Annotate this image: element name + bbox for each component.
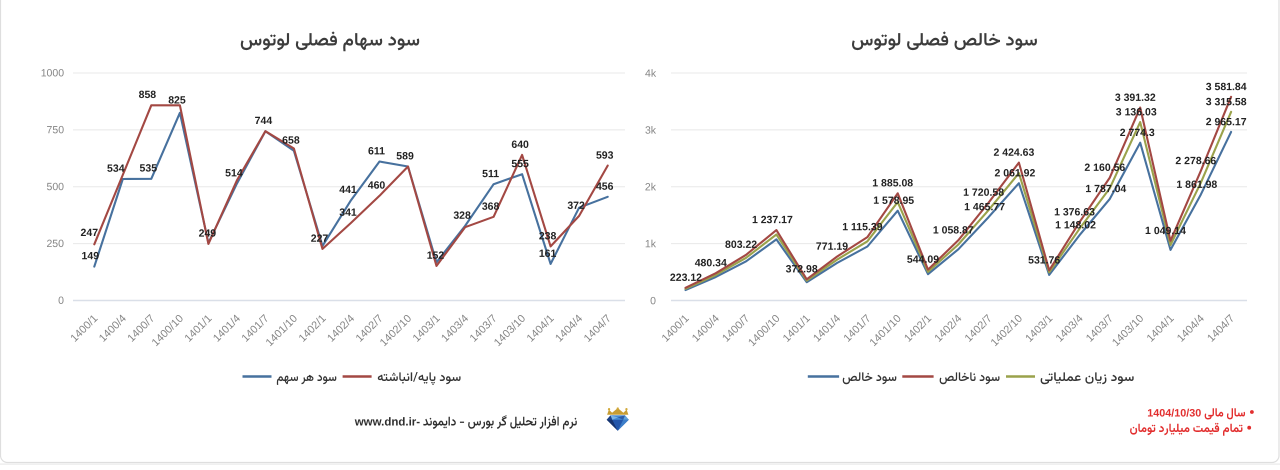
- svg-text:531.76: 531.76: [1028, 255, 1060, 267]
- svg-text:1404/10/30: 1404/10/30: [1147, 407, 1201, 419]
- svg-text:1 237.17: 1 237.17: [752, 214, 793, 226]
- svg-text:3 391.32: 3 391.32: [1115, 92, 1156, 104]
- svg-text:238: 238: [539, 230, 557, 242]
- svg-text:480.34: 480.34: [695, 257, 727, 269]
- svg-text:372.98: 372.98: [786, 263, 818, 275]
- svg-text:3 315.58: 3 315.58: [1206, 96, 1247, 108]
- svg-text:771.19: 771.19: [816, 241, 848, 253]
- svg-text:2 965.17: 2 965.17: [1206, 116, 1247, 128]
- svg-text:1000: 1000: [41, 67, 65, 79]
- svg-text:589: 589: [396, 150, 414, 162]
- svg-text:750: 750: [47, 124, 65, 136]
- svg-text:328: 328: [453, 210, 471, 222]
- svg-text:1 058.87: 1 058.87: [933, 224, 974, 236]
- svg-text:2 774.3: 2 774.3: [1120, 127, 1155, 139]
- svg-text:744: 744: [255, 115, 273, 127]
- svg-text:544.09: 544.09: [907, 254, 939, 266]
- svg-text:1 376.63: 1 376.63: [1054, 206, 1095, 218]
- svg-text:1 148.02: 1 148.02: [1055, 219, 1096, 231]
- svg-text:534: 534: [107, 163, 125, 175]
- svg-text:227: 227: [311, 233, 329, 245]
- svg-text:2 160.56: 2 160.56: [1084, 162, 1125, 174]
- svg-text:223.12: 223.12: [670, 272, 702, 284]
- svg-text:1 787.04: 1 787.04: [1085, 183, 1126, 195]
- svg-text:152: 152: [427, 250, 445, 262]
- svg-text:1 720.58: 1 720.58: [963, 187, 1004, 199]
- svg-text:161: 161: [539, 248, 557, 260]
- svg-text:514: 514: [225, 167, 243, 179]
- svg-text:658: 658: [282, 135, 300, 147]
- svg-text:1 861.98: 1 861.98: [1176, 179, 1217, 191]
- svg-text:249: 249: [199, 228, 217, 240]
- svg-text:1 115.39: 1 115.39: [842, 221, 882, 233]
- svg-text:www.dnd.ir-: www.dnd.ir-: [354, 416, 421, 428]
- svg-text:535: 535: [140, 163, 158, 175]
- svg-text:858: 858: [139, 89, 157, 101]
- svg-text:1k: 1k: [645, 238, 657, 250]
- svg-text:4k: 4k: [645, 68, 657, 80]
- svg-text:441: 441: [339, 184, 357, 196]
- svg-text:341: 341: [339, 207, 357, 219]
- svg-text:1 885.08: 1 885.08: [872, 177, 913, 189]
- svg-text:456: 456: [596, 181, 614, 193]
- svg-text:250: 250: [46, 238, 64, 250]
- svg-text:2k: 2k: [645, 181, 657, 193]
- svg-text:3k: 3k: [645, 125, 657, 137]
- svg-text:555: 555: [511, 158, 529, 170]
- svg-text:2 061.92: 2 061.92: [994, 167, 1035, 179]
- svg-text:2 278.66: 2 278.66: [1175, 155, 1216, 167]
- svg-text:372: 372: [567, 200, 585, 212]
- svg-text:803.22: 803.22: [725, 239, 757, 251]
- svg-text:3 136.03: 3 136.03: [1116, 106, 1157, 118]
- svg-text:2 424.63: 2 424.63: [993, 147, 1034, 159]
- svg-text:611: 611: [368, 145, 385, 157]
- svg-text:593: 593: [596, 150, 614, 162]
- svg-text:460: 460: [368, 180, 386, 192]
- svg-text:511: 511: [482, 168, 499, 180]
- svg-text:368: 368: [482, 201, 500, 213]
- svg-text:640: 640: [511, 139, 529, 151]
- svg-text:149: 149: [82, 250, 100, 262]
- svg-text:0: 0: [58, 295, 64, 307]
- svg-text:825: 825: [168, 95, 186, 107]
- svg-text:0: 0: [650, 295, 656, 307]
- svg-text:500: 500: [46, 181, 64, 193]
- svg-text:3 581.84: 3 581.84: [1206, 81, 1247, 93]
- svg-text:247: 247: [81, 227, 99, 239]
- svg-text:1 578.95: 1 578.95: [873, 195, 914, 207]
- svg-text:1 049.14: 1 049.14: [1145, 225, 1186, 237]
- svg-text:1 465.77: 1 465.77: [964, 201, 1005, 213]
